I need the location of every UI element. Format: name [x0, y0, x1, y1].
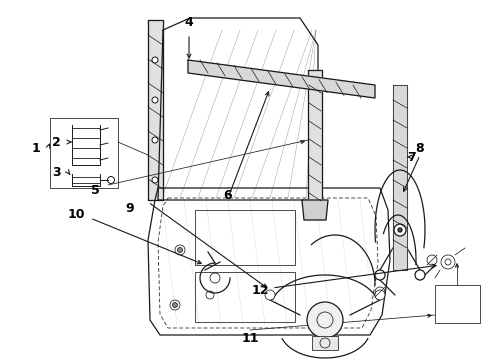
Circle shape	[152, 57, 158, 63]
Circle shape	[172, 302, 177, 307]
Bar	[435, 285, 480, 323]
Text: 4: 4	[185, 15, 194, 28]
Circle shape	[375, 270, 385, 280]
Text: 6: 6	[224, 189, 232, 202]
Circle shape	[265, 290, 275, 300]
Text: 7: 7	[408, 150, 416, 163]
Circle shape	[177, 248, 182, 252]
Polygon shape	[308, 70, 322, 205]
Text: 3: 3	[51, 166, 60, 179]
Text: 12: 12	[251, 284, 269, 297]
Circle shape	[152, 177, 158, 183]
Text: 10: 10	[67, 207, 85, 220]
Bar	[195, 272, 295, 322]
Circle shape	[398, 228, 402, 232]
Circle shape	[152, 97, 158, 103]
Bar	[312, 336, 338, 350]
Polygon shape	[148, 20, 163, 200]
Circle shape	[415, 270, 425, 280]
Text: 1: 1	[32, 141, 40, 154]
Bar	[50, 118, 118, 188]
Text: 8: 8	[416, 141, 424, 154]
Circle shape	[394, 224, 406, 236]
Polygon shape	[188, 60, 375, 98]
Text: 5: 5	[91, 184, 99, 197]
Text: 9: 9	[126, 202, 134, 215]
Text: 11: 11	[241, 332, 259, 345]
Circle shape	[307, 302, 343, 338]
Polygon shape	[302, 200, 328, 220]
Text: 2: 2	[51, 135, 60, 149]
Circle shape	[375, 290, 385, 300]
Polygon shape	[393, 85, 407, 270]
Bar	[195, 210, 295, 265]
Circle shape	[152, 137, 158, 143]
